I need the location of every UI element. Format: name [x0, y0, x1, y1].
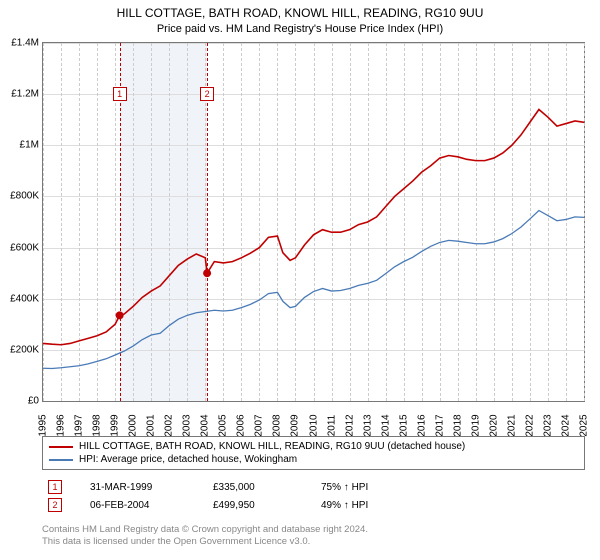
x-tick-label: 2004 [200, 414, 211, 436]
x-tick-label: 1998 [92, 414, 103, 436]
chart-title: HILL COTTAGE, BATH ROAD, KNOWL HILL, REA… [0, 6, 600, 22]
y-tick-label: £1.4M [3, 38, 39, 49]
sale-row-date: 06-FEB-2004 [90, 500, 185, 511]
x-tick-label: 2020 [488, 414, 499, 436]
legend-swatch [49, 446, 73, 448]
sale-point [203, 269, 211, 277]
x-tick-label: 2007 [254, 414, 265, 436]
legend-row: HPI: Average price, detached house, Woki… [49, 453, 578, 466]
legend-label: HPI: Average price, detached house, Woki… [79, 454, 297, 465]
x-tick-label: 2012 [344, 414, 355, 436]
x-tick-label: 2006 [236, 414, 247, 436]
x-tick-label: 1999 [110, 414, 121, 436]
x-tick-label: 2011 [326, 415, 337, 437]
sale-row-price: £499,950 [213, 500, 293, 511]
x-tick-label: 2010 [308, 414, 319, 436]
sale-row: 1 31-MAR-1999 £335,000 75% ↑ HPI [42, 478, 585, 496]
x-tick-label: 1996 [56, 414, 67, 436]
chart-subtitle: Price paid vs. HM Land Registry's House … [0, 22, 600, 36]
legend-row: HILL COTTAGE, BATH ROAD, KNOWL HILL, REA… [49, 440, 578, 453]
x-tick-label: 2005 [218, 414, 229, 436]
x-tick-label: 2013 [362, 414, 373, 436]
x-tick-label: 1997 [74, 414, 85, 436]
sale-row-hpi: 49% ↑ HPI [321, 500, 401, 511]
sale-row-price: £335,000 [213, 482, 293, 493]
x-tick-label: 2009 [290, 414, 301, 436]
y-tick-label: £800K [3, 191, 39, 202]
sale-marker-label: 2 [200, 87, 214, 101]
x-tick-label: 2015 [398, 414, 409, 436]
y-tick-label: £1.2M [3, 89, 39, 100]
y-tick-label: £400K [3, 293, 39, 304]
x-tick-label: 1995 [38, 414, 49, 436]
y-tick-label: £0 [3, 396, 39, 407]
attribution: Contains HM Land Registry data © Crown c… [42, 524, 585, 549]
y-tick-label: £1M [3, 140, 39, 151]
x-tick-label: 2025 [579, 414, 590, 436]
x-tick-label: 2003 [182, 414, 193, 436]
plot-area: £0£200K£400K£600K£800K£1M£1.2M£1.4M19951… [42, 42, 585, 402]
x-tick-label: 2017 [434, 414, 445, 436]
x-tick-label: 2002 [164, 414, 175, 436]
chart-container: HILL COTTAGE, BATH ROAD, KNOWL HILL, REA… [0, 0, 600, 560]
legend-label: HILL COTTAGE, BATH ROAD, KNOWL HILL, REA… [79, 441, 465, 452]
x-tick-label: 2024 [560, 414, 571, 436]
sale-point [116, 311, 124, 319]
x-tick-label: 2022 [524, 414, 535, 436]
y-tick-label: £600K [3, 242, 39, 253]
x-tick-label: 2008 [272, 414, 283, 436]
series-line [43, 109, 584, 344]
sales-table: 1 31-MAR-1999 £335,000 75% ↑ HPI 2 06-FEB-200… [42, 478, 585, 514]
sale-row-hpi: 75% ↑ HPI [321, 482, 401, 493]
sale-marker-label: 1 [113, 87, 127, 101]
sale-row: 2 06-FEB-2004 £499,950 49% ↑ HPI [42, 496, 585, 514]
x-tick-label: 2018 [452, 414, 463, 436]
gridline-v [584, 43, 585, 401]
sale-row-date: 31-MAR-1999 [90, 482, 185, 493]
sale-row-marker: 1 [48, 480, 62, 494]
x-tick-label: 2000 [128, 414, 139, 436]
attribution-line1: Contains HM Land Registry data © Crown c… [42, 524, 585, 536]
x-tick-label: 2021 [506, 414, 517, 436]
x-tick-label: 2019 [470, 414, 481, 436]
title-block: HILL COTTAGE, BATH ROAD, KNOWL HILL, REA… [0, 0, 600, 36]
x-tick-label: 2001 [146, 414, 157, 436]
x-tick-label: 2023 [542, 414, 553, 436]
x-tick-label: 2016 [416, 414, 427, 436]
y-tick-label: £200K [3, 344, 39, 355]
sale-row-marker: 2 [48, 498, 62, 512]
x-tick-label: 2014 [380, 414, 391, 436]
legend-swatch [49, 459, 73, 461]
legend-box: HILL COTTAGE, BATH ROAD, KNOWL HILL, REA… [42, 436, 585, 470]
attribution-line2: This data is licensed under the Open Gov… [42, 536, 585, 548]
